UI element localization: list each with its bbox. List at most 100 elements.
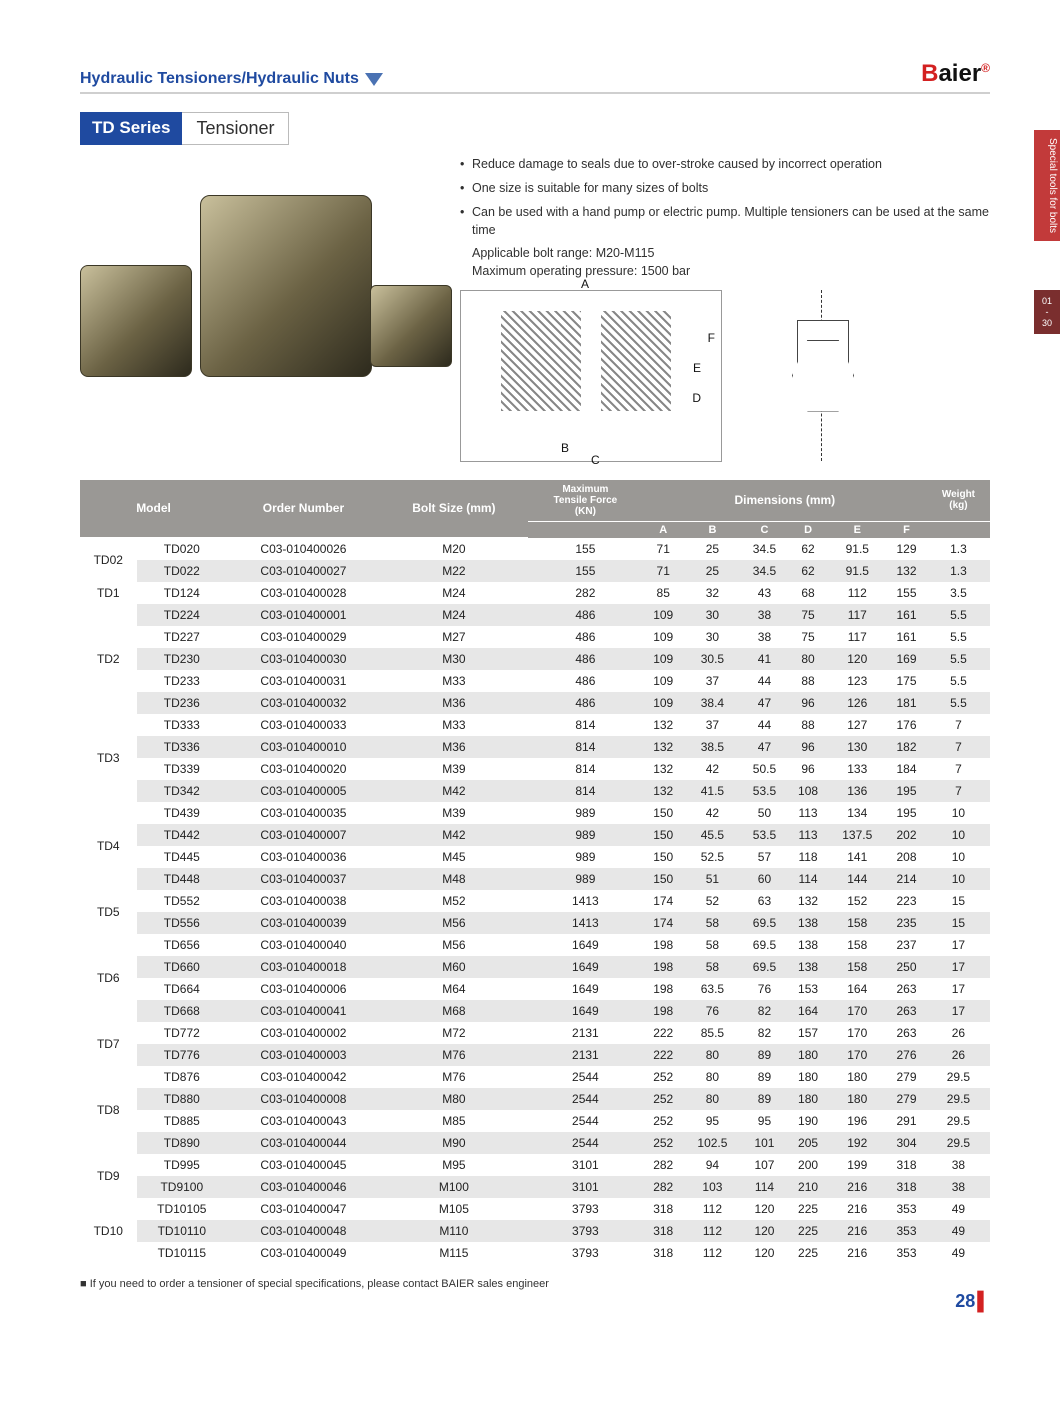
table-row: TD9TD995C03-010400045M953101282941072001… [80, 1154, 990, 1176]
cell: 195 [886, 780, 927, 802]
cell: 44 [741, 670, 787, 692]
cell: M56 [380, 934, 528, 956]
col-f: F [886, 521, 927, 538]
cell: 120 [828, 648, 886, 670]
cell: M95 [380, 1154, 528, 1176]
brand-logo: Baier® [921, 60, 990, 88]
cell: 180 [788, 1044, 829, 1066]
cell: 170 [828, 1000, 886, 1022]
cell: 196 [828, 1110, 886, 1132]
cell: 49 [927, 1198, 990, 1220]
cell: 26 [927, 1022, 990, 1044]
table-row: TD448C03-010400037M489891505160114144214… [80, 868, 990, 890]
cell: 96 [788, 736, 829, 758]
table-row: TD3TD333C03-010400033M338141323744881271… [80, 714, 990, 736]
cell: C03-010400031 [227, 670, 380, 692]
cell: 5.5 [927, 604, 990, 626]
cell: 132 [886, 560, 927, 582]
cell: 10 [927, 846, 990, 868]
cell: TD439 [137, 802, 228, 824]
cell: 80 [684, 1044, 742, 1066]
cell: M76 [380, 1044, 528, 1066]
cell: 180 [828, 1066, 886, 1088]
cell: 1413 [528, 912, 643, 934]
cell: TD885 [137, 1110, 228, 1132]
cell: 41 [741, 648, 787, 670]
cell: 3793 [528, 1220, 643, 1242]
cell: 200 [788, 1154, 829, 1176]
cell: 109 [643, 626, 684, 648]
cell: 42 [684, 802, 742, 824]
cell: 17 [927, 956, 990, 978]
cell: M22 [380, 560, 528, 582]
cell: 5.5 [927, 648, 990, 670]
cell: C03-010400001 [227, 604, 380, 626]
cell: 223 [886, 890, 927, 912]
table-row: TD7TD772C03-010400002M72213122285.582157… [80, 1022, 990, 1044]
brand-rest: aier [938, 60, 981, 87]
cell: 184 [886, 758, 927, 780]
cell: M68 [380, 1000, 528, 1022]
cell: 318 [643, 1242, 684, 1264]
cell: 5.5 [927, 692, 990, 714]
cell: 174 [643, 890, 684, 912]
cell: 250 [886, 956, 927, 978]
col-c: C [741, 521, 787, 538]
cell: 155 [886, 582, 927, 604]
cell: 17 [927, 934, 990, 956]
cell: TD10110 [137, 1220, 228, 1242]
cell: TD880 [137, 1088, 228, 1110]
cell: M76 [380, 1066, 528, 1088]
cell: 103 [684, 1176, 742, 1198]
cell: 82 [741, 1000, 787, 1022]
cell: 38.5 [684, 736, 742, 758]
cell: 132 [643, 736, 684, 758]
cell: M90 [380, 1132, 528, 1154]
cell: 353 [886, 1242, 927, 1264]
cell: 134 [828, 802, 886, 824]
group-cell: TD3 [80, 714, 137, 802]
cell: 29.5 [927, 1066, 990, 1088]
group-cell: TD9 [80, 1154, 137, 1198]
cell: M27 [380, 626, 528, 648]
table-row: TD8TD876C03-010400042M762544252808918018… [80, 1066, 990, 1088]
cell: 80 [684, 1066, 742, 1088]
cell: 198 [643, 978, 684, 1000]
cell: 814 [528, 714, 643, 736]
cell: C03-010400040 [227, 934, 380, 956]
cell: 216 [828, 1242, 886, 1264]
cell: 88 [788, 670, 829, 692]
cell: 252 [643, 1066, 684, 1088]
brand-reg: ® [981, 61, 990, 75]
cell: 164 [788, 1000, 829, 1022]
table-row: TD022C03-010400027M22155712534.56291.513… [80, 560, 990, 582]
cell: C03-010400046 [227, 1176, 380, 1198]
cell: 1649 [528, 978, 643, 1000]
cell: 118 [788, 846, 829, 868]
cell: 127 [828, 714, 886, 736]
chevron-down-icon [365, 73, 383, 86]
cell: TD995 [137, 1154, 228, 1176]
cell: 225 [788, 1198, 829, 1220]
cell: C03-010400033 [227, 714, 380, 736]
cell: C03-010400007 [227, 824, 380, 846]
product-image-small [80, 265, 192, 377]
group-cell: TD1 [80, 582, 137, 604]
cell: 58 [684, 934, 742, 956]
brand-first-letter: B [921, 60, 938, 87]
cell: 814 [528, 758, 643, 780]
cell: 130 [828, 736, 886, 758]
cell: 85 [643, 582, 684, 604]
cell: 44 [741, 714, 787, 736]
cell: M45 [380, 846, 528, 868]
cell: M39 [380, 758, 528, 780]
cell: 182 [886, 736, 927, 758]
dim-label-a: A [581, 277, 589, 291]
cell: 1.3 [927, 560, 990, 582]
cell: 176 [886, 714, 927, 736]
cell: TD776 [137, 1044, 228, 1066]
cell: 76 [741, 978, 787, 1000]
cell: 353 [886, 1198, 927, 1220]
group-cell: TD8 [80, 1066, 137, 1154]
breadcrumb-text: Hydraulic Tensioners/Hydraulic Nuts [80, 70, 359, 88]
